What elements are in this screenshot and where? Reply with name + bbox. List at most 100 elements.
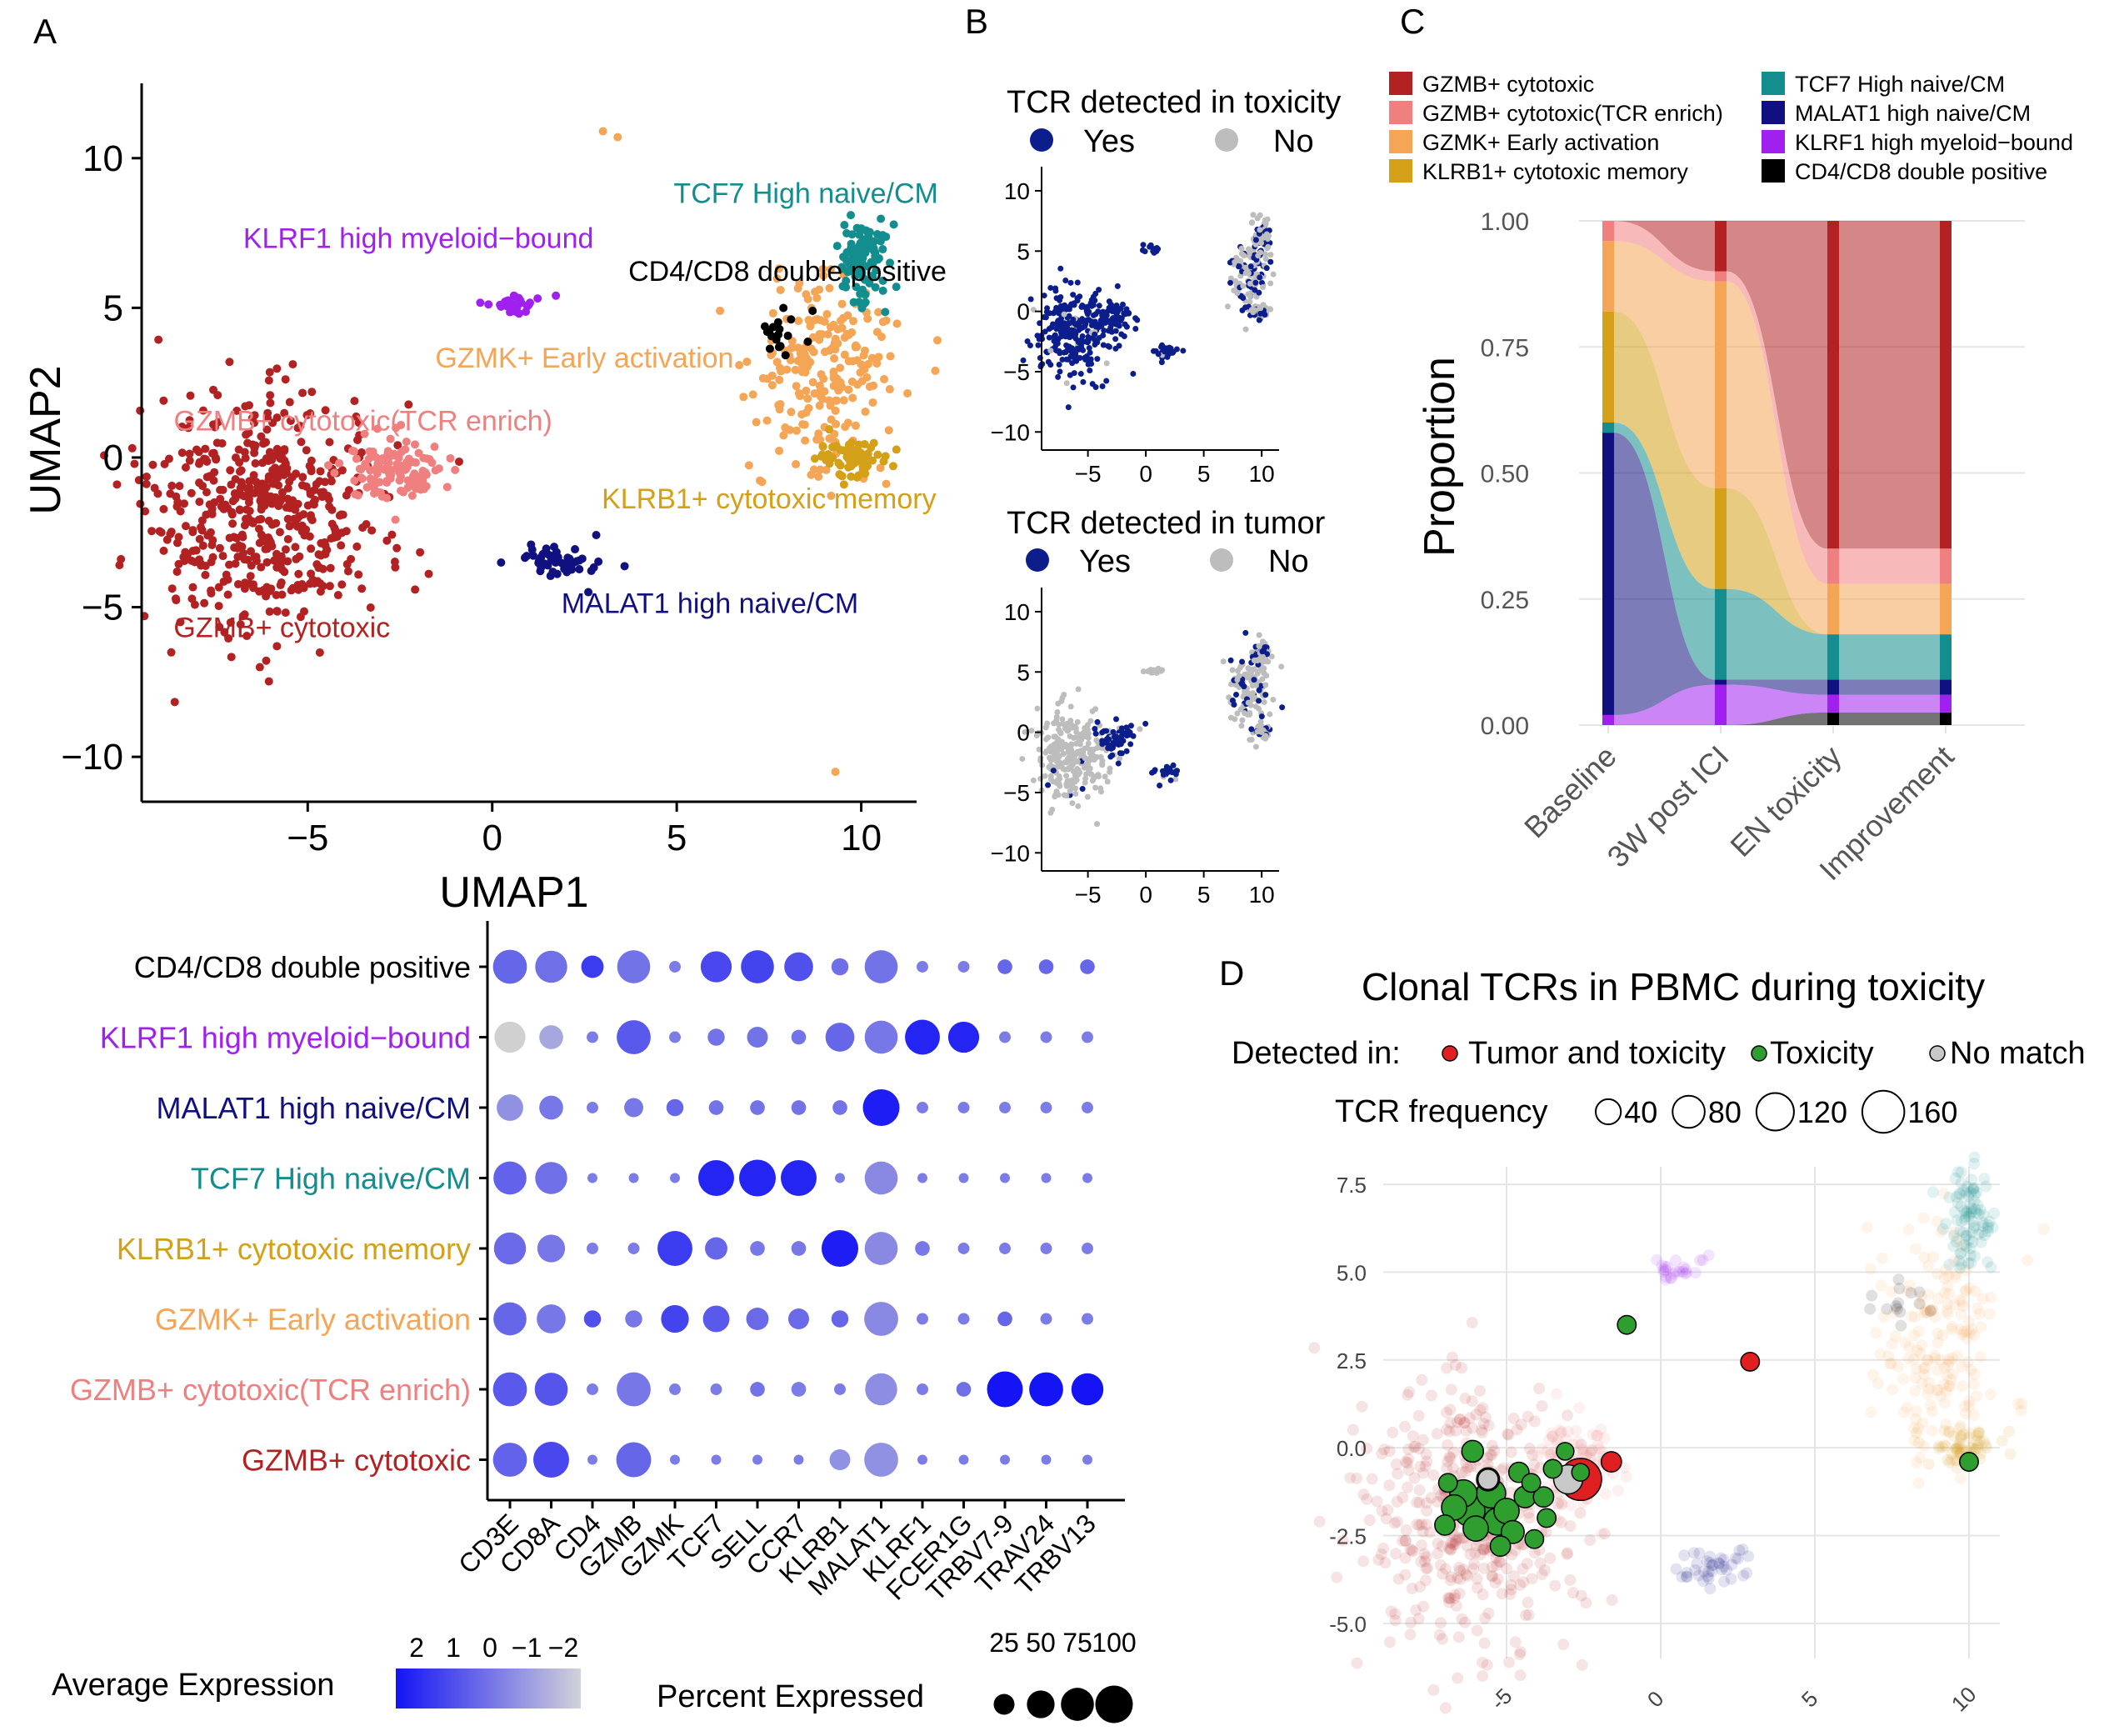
umap-point [325, 438, 334, 447]
background-cell [1470, 1461, 1482, 1473]
background-cell [1478, 1637, 1491, 1649]
dot [537, 1234, 566, 1263]
umap-point [325, 582, 334, 591]
background-cell [1953, 1294, 1966, 1307]
background-cell [1926, 1424, 1938, 1437]
umap-point [212, 455, 221, 464]
background-cell [1606, 1593, 1618, 1606]
background-cell [1957, 1325, 1970, 1338]
umap-point [397, 486, 406, 495]
background-cell [1902, 1223, 1915, 1236]
umap-point [372, 424, 382, 433]
background-cell [1716, 1563, 1728, 1576]
background-cell [1481, 1542, 1493, 1554]
umap-point [1078, 748, 1085, 754]
background-cell [1584, 1447, 1597, 1459]
background-cell [1954, 1224, 1967, 1237]
umap-point [367, 526, 377, 535]
dot [583, 1310, 602, 1328]
size-legend-circle [1861, 1089, 1906, 1134]
umap-point [1260, 302, 1267, 308]
umap-point [277, 488, 287, 497]
background-cell [1922, 1306, 1934, 1318]
umap-point [575, 565, 584, 574]
background-cell [1929, 1349, 1942, 1362]
dot [494, 1021, 526, 1053]
background-cell [1361, 1443, 1373, 1455]
y-tick-label: -2.5 [1329, 1524, 1367, 1549]
legend-swatch [1762, 159, 1785, 183]
umap-point [414, 448, 423, 458]
umap-point [298, 388, 307, 398]
background-cell [1876, 1252, 1888, 1264]
background-cell [1404, 1628, 1417, 1641]
umap-point [1101, 310, 1107, 317]
background-cell [1444, 1452, 1457, 1464]
background-cell [1575, 1438, 1587, 1451]
umap-point [1264, 651, 1271, 658]
background-cell [1927, 1304, 1939, 1317]
umap-point [1262, 221, 1269, 228]
background-cell [1420, 1563, 1432, 1575]
dot [864, 950, 898, 983]
background-cell [1415, 1539, 1427, 1552]
background-cell [1713, 1558, 1726, 1570]
dot [669, 1031, 681, 1043]
background-cell [1940, 1263, 1952, 1276]
umap-point [1052, 308, 1059, 314]
umap-point [159, 546, 168, 555]
background-cell [1706, 1559, 1718, 1572]
umap-point [252, 478, 261, 487]
umap-point [1064, 778, 1071, 784]
dot [1082, 1102, 1093, 1113]
umap-point [1224, 303, 1231, 310]
umap-point [735, 361, 744, 370]
dot [957, 1243, 970, 1254]
umap-point [1250, 212, 1257, 218]
background-cell [1969, 1188, 1982, 1201]
umap-point [1247, 263, 1254, 270]
background-cell [1861, 1221, 1873, 1233]
umap-point [1054, 751, 1061, 758]
umap-point [315, 563, 324, 572]
umap-point [837, 323, 847, 333]
umap-point [827, 491, 836, 500]
umap-point [241, 578, 250, 588]
background-cell [1434, 1558, 1447, 1571]
umap-point [1080, 347, 1087, 353]
background-cell [1522, 1410, 1534, 1423]
umap-point [876, 463, 885, 473]
background-cell [1678, 1549, 1691, 1562]
y-tick-label: 5 [1017, 238, 1030, 264]
background-cell [1456, 1466, 1468, 1478]
umap-point [266, 391, 275, 400]
umap-point [801, 368, 810, 377]
umap-point [1118, 725, 1125, 732]
umap-point [841, 423, 850, 432]
legend-swatch [1389, 72, 1412, 95]
tcr-frequency-label: TCR frequency [1335, 1094, 1548, 1129]
umap-point [1047, 348, 1054, 354]
color-legend-tick: 1 [446, 1633, 461, 1663]
background-cell [1592, 1429, 1604, 1442]
umap-point [265, 607, 274, 616]
umap-point [837, 316, 846, 325]
umap-point [1071, 302, 1077, 308]
background-cell [1715, 1552, 1727, 1564]
umap-point [142, 472, 151, 481]
umap-point [1053, 295, 1060, 302]
umap-point [1127, 723, 1134, 729]
background-cell [1961, 1181, 1973, 1193]
background-cell [1432, 1495, 1444, 1508]
background-cell [1943, 1380, 1956, 1393]
background-cell [1955, 1443, 1967, 1456]
dot [1040, 1313, 1052, 1325]
umap-point [1070, 384, 1077, 391]
umap-point [1158, 359, 1165, 366]
umap-point [1239, 717, 1246, 723]
y-tick-label: −10 [991, 419, 1031, 445]
umap-point [422, 470, 431, 479]
background-cell [1908, 1434, 1921, 1447]
background-cell [1561, 1548, 1573, 1560]
